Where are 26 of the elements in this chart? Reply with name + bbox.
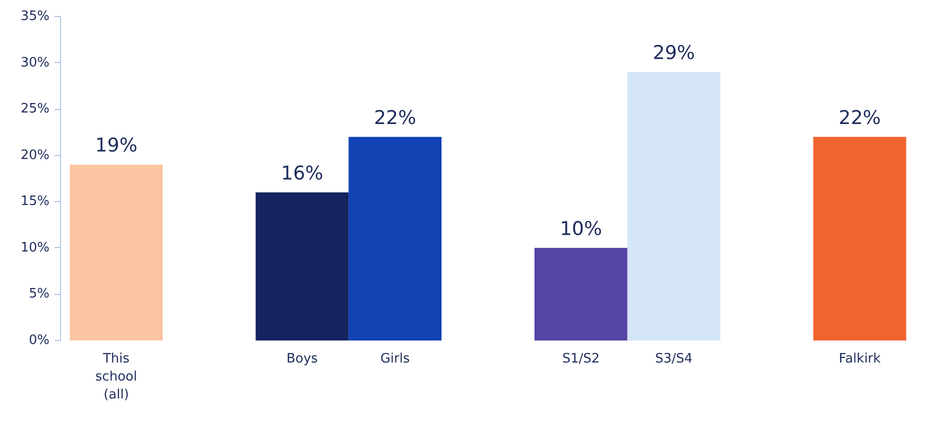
y-tick-label: 5%	[28, 286, 50, 302]
y-tick-label: 0%	[28, 333, 50, 348]
x-tick-label: Girls	[380, 352, 410, 366]
y-tick-label: 25%	[20, 102, 50, 117]
data-label: 29%	[652, 42, 695, 64]
x-tick-label: Boys	[286, 352, 318, 366]
data-label: 22%	[838, 106, 881, 129]
y-tick-label: 10%	[20, 240, 50, 256]
data-label: 16%	[281, 162, 324, 184]
x-tick-label: S3/S4	[655, 352, 693, 366]
y-tick-label: 15%	[20, 194, 50, 210]
bar	[348, 136, 442, 340]
bar	[813, 136, 906, 340]
data-label: 10%	[560, 218, 602, 240]
bar	[256, 192, 349, 340]
bar	[70, 164, 163, 340]
y-tick-label: 35%	[20, 9, 50, 24]
x-tick-label: Falkirk	[838, 352, 882, 366]
data-label: 19%	[95, 134, 138, 157]
x-tick-label: S1/S2	[562, 352, 600, 366]
data-label: 22%	[374, 106, 416, 129]
bar	[534, 248, 628, 340]
y-tick-label: 20%	[20, 148, 50, 163]
x-tick-label: This school (all)	[95, 352, 138, 402]
bar	[627, 72, 720, 340]
y-tick-label: 30%	[20, 55, 50, 70]
